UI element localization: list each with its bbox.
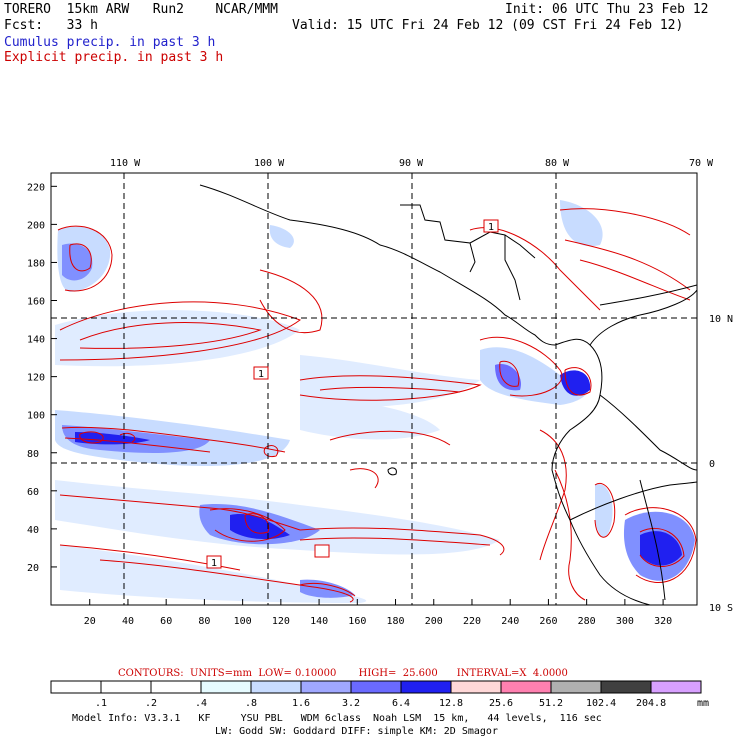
- colorbar-label: 25.6: [489, 698, 513, 709]
- bottom-tick-label: 80: [198, 616, 210, 627]
- bottom-tick-label: 320: [654, 616, 672, 627]
- left-tick-label: 200: [27, 220, 45, 231]
- colorbar-label: 204.8: [636, 698, 666, 709]
- box-label-3: 1: [211, 558, 217, 569]
- bottom-tick-label: 260: [539, 616, 557, 627]
- model-info: Model Info: V3.3.1 KF YSU PBL WDM 6class…: [72, 713, 602, 724]
- bottom-tick-label: 160: [348, 616, 366, 627]
- init-time: Init: 06 UTC Thu 23 Feb 12: [505, 2, 709, 17]
- lon-label-80w: 80 W: [545, 158, 570, 169]
- colorbar-swatch: [550, 680, 602, 694]
- valid-time: Valid: 15 UTC Fri 24 Feb 12 (09 CST Fri …: [292, 18, 684, 33]
- lon-label-100w: 100 W: [254, 158, 285, 169]
- bottom-axis: 20 40 60 80 100 120 140 160 180 200 220 240 260 280 30…: [84, 599, 672, 627]
- bottom-tick-label: 280: [578, 616, 596, 627]
- explicit-contours: [57, 208, 697, 603]
- lat-label-10s: 10 S: [709, 603, 733, 614]
- colorbar-swatch: [250, 680, 302, 694]
- colorbar-label: 3.2: [342, 698, 360, 709]
- left-tick-label: 160: [27, 297, 45, 308]
- left-tick-label: 60: [27, 487, 39, 498]
- colorbar-swatch: [100, 680, 152, 694]
- colorbar-swatch: [600, 680, 652, 694]
- bottom-tick-label: 180: [387, 616, 405, 627]
- colorbar-swatch: [400, 680, 452, 694]
- right-latitude-labels: 10 N 0 10 S: [709, 314, 733, 614]
- left-tick-label: 220: [27, 182, 45, 193]
- bottom-tick-label: 20: [84, 616, 96, 627]
- physics-info: LW: Godd SW: Goddard DIFF: simple KM: 2D…: [215, 726, 498, 737]
- left-tick-label: 20: [27, 563, 39, 574]
- lat-label-0: 0: [709, 459, 715, 470]
- box-label-1: 1: [488, 222, 494, 233]
- colorbar-swatch: [350, 680, 402, 694]
- bottom-tick-label: 40: [122, 616, 134, 627]
- colorbar-swatch: [150, 680, 202, 694]
- bottom-tick-label: 100: [234, 616, 252, 627]
- label-boxes: 1 1 1: [206, 219, 499, 569]
- colorbar-label: .8: [245, 698, 257, 709]
- box-label-2: 1: [258, 369, 264, 380]
- forecast-hour: Fcst: 33 h: [4, 18, 98, 33]
- colorbar-label: .2: [145, 698, 157, 709]
- colorbar-label: 102.4: [586, 698, 616, 709]
- lon-label-110w: 110 W: [110, 158, 141, 169]
- left-tick-label: 40: [27, 525, 39, 536]
- colorbar-swatch: [650, 680, 702, 694]
- contours-info: CONTOURS: UNITS=mm LOW= 0.10000 HIGH= 25…: [118, 668, 568, 679]
- lon-label-70w: 70 W: [689, 158, 714, 169]
- colorbar-swatch: [300, 680, 352, 694]
- colorbar-label: 12.8: [439, 698, 463, 709]
- cumulus-shading: [55, 200, 695, 603]
- left-axis: 220 200 180 160 140 120 100 80 60 40 20: [27, 182, 57, 574]
- plot-frame: [50, 172, 698, 606]
- colorbar-label: 1.6: [292, 698, 310, 709]
- colorbar-label: .4: [195, 698, 207, 709]
- run-title: TORERO 15km ARW Run2 NCAR/MMM: [4, 2, 278, 17]
- bottom-tick-label: 220: [463, 616, 481, 627]
- coastlines: [199, 184, 697, 605]
- lon-label-90w: 90 W: [399, 158, 424, 169]
- left-tick-label: 140: [27, 335, 45, 346]
- colorbar-label: 6.4: [392, 698, 410, 709]
- lat-label-10n: 10 N: [709, 314, 733, 325]
- colorbar-swatch: [50, 680, 102, 694]
- colorbar-label: 51.2: [539, 698, 563, 709]
- bottom-tick-label: 300: [616, 616, 634, 627]
- colorbar-swatch: [450, 680, 502, 694]
- left-tick-label: 180: [27, 258, 45, 269]
- left-tick-label: 120: [27, 373, 45, 384]
- left-tick-label: 80: [27, 449, 39, 460]
- left-tick-label: 100: [27, 411, 45, 422]
- colorbar: .1 .2 .4 .8 1.6 3.2 6.4 12.8 25.6 51.2 102.4 204.8: [50, 680, 702, 709]
- colorbar-swatch: [500, 680, 552, 694]
- bottom-tick-label: 140: [310, 616, 328, 627]
- bottom-tick-label: 120: [272, 616, 290, 627]
- cumulus-legend: Cumulus precip. in past 3 h: [4, 35, 216, 50]
- bottom-tick-label: 60: [160, 616, 172, 627]
- bottom-tick-label: 200: [425, 616, 443, 627]
- bottom-tick-label: 240: [501, 616, 519, 627]
- colorbar-swatch: [200, 680, 252, 694]
- top-longitude-labels: 110 W 100 W 90 W 80 W 70 W: [110, 158, 714, 169]
- colorbar-unit: mm: [697, 698, 709, 709]
- colorbar-label: .1: [95, 698, 107, 709]
- explicit-legend: Explicit precip. in past 3 h: [4, 50, 224, 65]
- graticule: [51, 173, 697, 605]
